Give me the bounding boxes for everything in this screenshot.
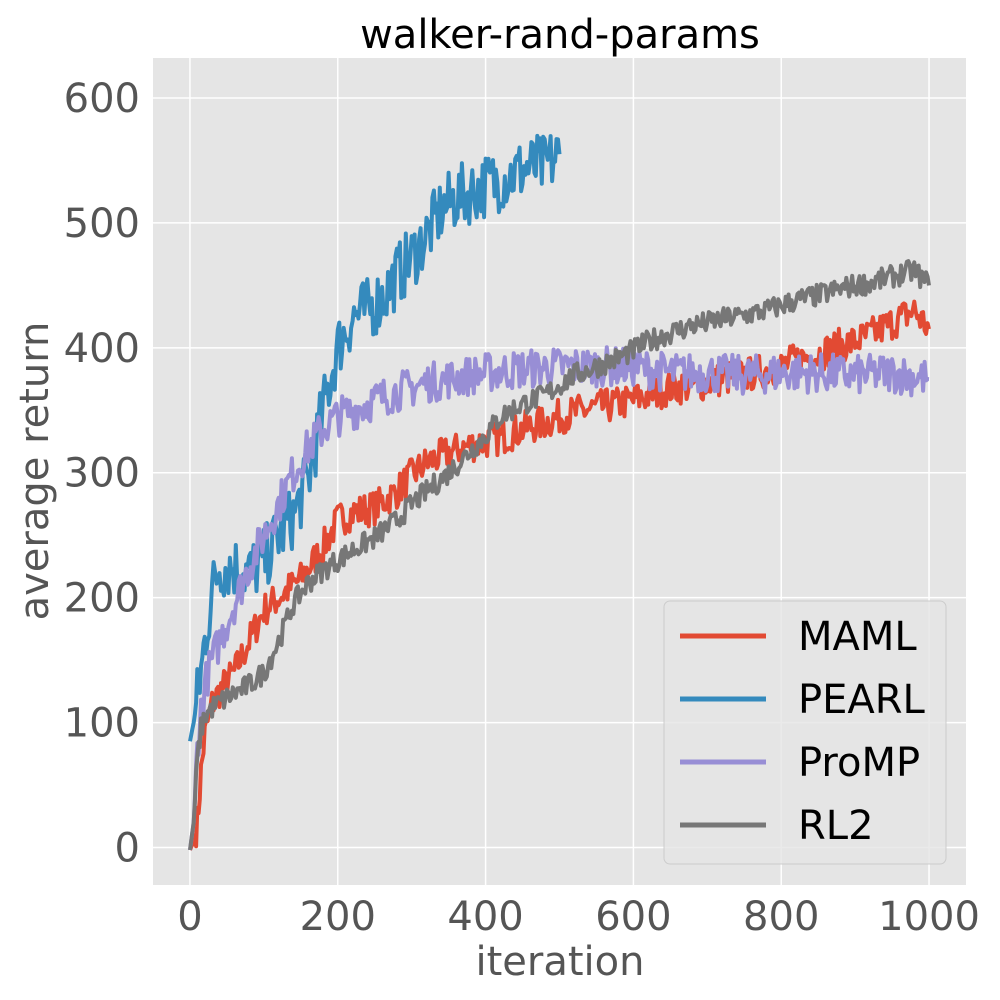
series-line-maml bbox=[188, 299, 931, 851]
y-axis-title: average return bbox=[12, 322, 58, 621]
x-tick-label: 1000 bbox=[878, 894, 980, 940]
legend-label: PEARL bbox=[798, 677, 926, 723]
y-tick-label: 200 bbox=[64, 576, 140, 622]
y-tick-label: 600 bbox=[64, 76, 140, 122]
legend-label: MAML bbox=[798, 614, 917, 660]
x-axis-title: iteration bbox=[476, 939, 645, 985]
x-tick-label: 0 bbox=[177, 894, 202, 940]
legend-label: ProMP bbox=[798, 740, 920, 786]
series-line-rl2 bbox=[188, 259, 931, 851]
chart-title: walker-rand-params bbox=[360, 12, 760, 58]
x-tick-label: 200 bbox=[300, 894, 376, 940]
y-tick-label: 400 bbox=[64, 326, 140, 372]
x-tick-label: 800 bbox=[743, 894, 819, 940]
series-line-promp bbox=[188, 345, 930, 851]
y-tick-label: 0 bbox=[115, 826, 140, 872]
x-tick-label: 400 bbox=[447, 894, 523, 940]
series-line-pearl bbox=[188, 133, 562, 742]
series-lines bbox=[188, 133, 931, 851]
legend-box bbox=[663, 600, 947, 865]
tick-labels: 0 200 400 600 800 1000 0 100 200 300 400 500 600 bbox=[64, 76, 980, 940]
y-tick-label: 100 bbox=[64, 701, 140, 747]
legend: MAML PEARL ProMP RL2 bbox=[663, 600, 947, 865]
y-tick-label: 500 bbox=[64, 201, 140, 247]
y-tick-label: 300 bbox=[64, 451, 140, 497]
x-tick-label: 600 bbox=[595, 894, 671, 940]
legend-label: RL2 bbox=[798, 803, 874, 849]
